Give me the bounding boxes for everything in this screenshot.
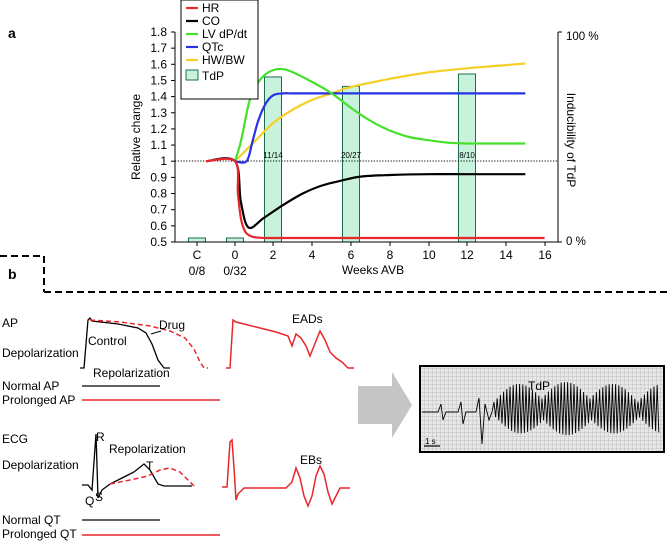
series-co-line	[205, 157, 526, 230]
right-axis-label: Inducibility of TdP	[564, 93, 578, 188]
ap-repolarization-label: Repolarization	[93, 366, 170, 380]
series-hwbw-line	[234, 62, 526, 162]
panel-a-label: a	[8, 25, 16, 41]
x-tick-label: 8	[387, 248, 394, 262]
chart-series	[205, 62, 545, 240]
y-tick-label: 1.3	[150, 106, 167, 120]
y-tick-label: 0.5	[150, 235, 167, 249]
normal-ap-label: Normal AP	[2, 379, 59, 393]
ebs-label: EBs	[300, 453, 322, 467]
ap-section: AP Drug Control Depolarization Repolariz…	[2, 312, 354, 407]
tdp-strip-frame	[419, 365, 665, 453]
tdp-ecg-strip: TdP 1 s	[419, 365, 665, 453]
chart-panel-a: 11/14 20/27 8/10 1.81.71.61.51.41.31.21.11…	[129, 0, 599, 278]
tdp-bar-label: 20/27	[341, 151, 362, 160]
tdp-bars: 11/14 20/27 8/10	[188, 73, 476, 243]
ap-depolarization-label: Depolarization	[2, 346, 79, 360]
x-subtick-label: 0/32	[223, 264, 247, 278]
legend-label-tdp: TdP	[202, 69, 224, 83]
right-tick-100: 100 %	[566, 31, 599, 43]
ecg-normal-trace	[82, 433, 192, 499]
x-tick-label: 10	[422, 248, 436, 262]
prolonged-ap-label: Prolonged AP	[2, 393, 75, 407]
x-tick-label: 16	[538, 248, 552, 262]
eads-label: EADs	[292, 312, 323, 326]
x-tick-label: 14	[499, 248, 513, 262]
y-tick-label: 1.2	[150, 122, 167, 136]
y-tick-label: 1.5	[150, 73, 167, 87]
tdp-bar	[342, 85, 360, 243]
y-tick-label: 0.6	[150, 219, 167, 233]
legend-label-lvdpdt: LV dP/dt	[202, 27, 248, 41]
tdp-ecg-trace	[422, 382, 660, 445]
x-tick-label: 12	[460, 248, 474, 262]
series-hr-line	[205, 157, 545, 240]
legend: HR CO LV dP/dt QTc HW/BW TdP	[180, 0, 259, 100]
ecg-q-label: Q	[85, 494, 94, 508]
panel-b-label: b	[8, 266, 17, 282]
series-qtc-line	[234, 92, 526, 164]
ecg-section: ECG Depolarization R Repolarization T Q …	[2, 430, 350, 541]
legend-box	[180, 0, 259, 100]
eb-trace	[222, 438, 350, 509]
ecg-depolarization-label: Depolarization	[2, 458, 79, 472]
normal-qt-label: Normal QT	[2, 513, 61, 527]
y-axis-label: Relative change	[129, 94, 143, 180]
tdp-strip-label: TdP	[528, 379, 550, 393]
y-tick-label: 1	[160, 154, 167, 168]
ap-drug-trace	[89, 319, 208, 369]
x-tick-label: 4	[309, 248, 316, 262]
y-tick-label: 0.9	[150, 170, 167, 184]
tdp-scale-label: 1 s	[425, 437, 436, 446]
ap-drug-label: Drug	[159, 318, 185, 332]
progression-arrow	[358, 372, 412, 438]
ecg-r-label: R	[96, 430, 105, 444]
y-tick-label: 1.6	[150, 57, 167, 71]
panel-separator	[0, 255, 670, 293]
ap-control-label: Control	[88, 334, 127, 348]
ecg-repolarization-label: Repolarization	[109, 442, 186, 456]
y-tick-label: 0.7	[150, 203, 167, 217]
legend-swatch-tdp	[185, 69, 199, 81]
legend-label-hr: HR	[202, 1, 220, 15]
y-tick-label: 1.1	[150, 138, 167, 152]
x-tick-label: 6	[348, 248, 355, 262]
tdp-bar-label: 8/10	[459, 151, 475, 160]
x-tick-label: 2	[270, 248, 277, 262]
y-tick-label: 1.4	[150, 90, 167, 104]
x-axis-label: Weeks AVB	[342, 263, 404, 277]
y-tick-label: 1.7	[150, 41, 167, 55]
ap-label: AP	[2, 316, 18, 330]
ecg-t-label: T	[146, 459, 154, 473]
x-subtick-label: 0/8	[189, 264, 206, 278]
ap-control-trace	[80, 316, 170, 369]
legend-label-co: CO	[202, 14, 220, 28]
chart-axes	[174, 32, 559, 243]
ead-trace	[226, 318, 354, 369]
tdp-bar	[226, 237, 244, 243]
right-tick-0: 0 %	[566, 236, 586, 248]
ap-drug-pointer	[150, 330, 162, 335]
tdp-bar	[188, 237, 206, 243]
y-tick-label: 0.8	[150, 187, 167, 201]
chart-ticks: 1.8 1.7 1.6 1.5 1.4 1.3 1.2 1.1 1 0.9 0.8 0.7 0.6 0.5…	[150, 25, 562, 278]
ecg-prolonged-trace	[109, 467, 195, 487]
x-tick-label: 0	[232, 248, 239, 262]
prolonged-qt-label: Prolonged QT	[2, 527, 77, 541]
y-tick-label: 1.8	[150, 25, 167, 39]
tdp-bar-label: 11/14	[263, 151, 283, 160]
legend-label-qtc: QTc	[202, 40, 223, 54]
x-tick-label: C	[193, 248, 202, 262]
legend-label-hwbw: HW/BW	[202, 53, 245, 67]
ecg-label: ECG	[2, 432, 28, 446]
